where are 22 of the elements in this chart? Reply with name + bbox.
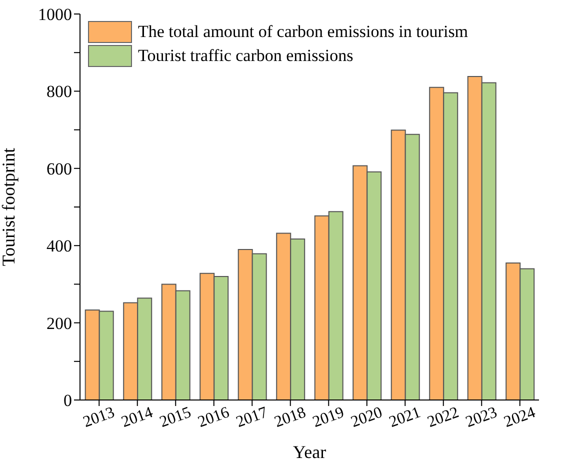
- y-tick-label: 800: [46, 82, 72, 102]
- legend-label: The total amount of carbon emissions in tourism: [138, 22, 468, 42]
- y-tick-label: 400: [46, 236, 72, 256]
- y-tick-label: 1000: [38, 5, 72, 24]
- y-tick-label: 600: [46, 159, 72, 178]
- x-tick-label: 2014: [119, 404, 156, 431]
- y-axis-title: Tourist footprint: [0, 148, 18, 266]
- x-tick-label: 2024: [502, 404, 538, 431]
- y-tick-label: 200: [46, 314, 72, 333]
- x-tick-label: 2018: [272, 404, 308, 431]
- x-tick-label: 2020: [348, 404, 385, 431]
- x-tick-label: 2013: [81, 404, 117, 431]
- x-axis-title: Year: [292, 442, 326, 462]
- y-tick-label: 0: [64, 391, 72, 410]
- x-tick-label: 2017: [234, 404, 270, 431]
- x-tick-label: 2015: [158, 404, 194, 431]
- legend-label: Tourist traffic carbon emissions: [138, 46, 354, 66]
- x-tick-label: 2019: [310, 404, 346, 431]
- x-tick-label: 2021: [387, 404, 423, 431]
- x-tick-label: 2023: [464, 404, 500, 431]
- x-tick-label: 2022: [425, 404, 462, 431]
- x-tick-label: 2016: [196, 404, 232, 431]
